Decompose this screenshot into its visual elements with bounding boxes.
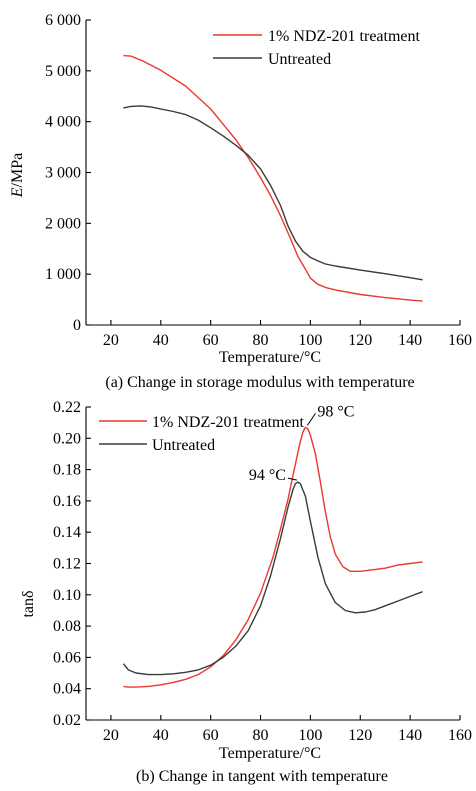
y-tick-label: 0.18	[53, 462, 81, 479]
panel-a-caption: (a) Change in storage modulus with tempe…	[105, 374, 414, 391]
y-tick-label: 0.22	[53, 399, 81, 416]
x-tick-label: 80	[253, 332, 269, 349]
peak-annotation-label: 98 °C	[317, 403, 354, 420]
panel-a-axes: 20 40 60 80 100 120 140 160 0 1 000 2 000 3 000 4 00…	[45, 12, 472, 349]
panel-a-lines	[123, 54, 423, 302]
x-tick-label: 80	[253, 727, 269, 744]
panel-a-y-axis-label: E/MPa	[9, 153, 26, 198]
legend-label-ndz-201: 1% NDZ-201 treatment	[268, 28, 421, 45]
y-tick-label: 2 000	[45, 215, 81, 232]
legend-label-ndz-201: 1% NDZ-201 treatment	[152, 414, 305, 431]
y-tick-label: 4 000	[45, 114, 81, 131]
y-tick-label: 0.08	[53, 618, 81, 635]
x-tick-label: 40	[153, 727, 169, 744]
x-tick-label: 140	[398, 727, 422, 744]
panel-a-x-axis-label: Temperature/°C	[219, 349, 321, 366]
x-tick-label: 60	[203, 332, 219, 349]
x-tick-label: 160	[448, 727, 472, 744]
x-tick-label: 120	[348, 727, 372, 744]
panel-b-legend: 1% NDZ-201 treatment Untreated	[99, 414, 305, 454]
panel-b-series-ndz-201-line	[123, 426, 423, 688]
x-tick-label: 100	[298, 332, 322, 349]
x-tick-label: 100	[298, 727, 322, 744]
panel-a-series-ndz-201-line	[123, 54, 423, 302]
y-tick-label: 1 000	[45, 266, 81, 283]
panel-a-y-axis-label-unit: /MPa	[9, 153, 26, 188]
panel-b-lines	[122, 426, 423, 688]
panel-b-annotations: 98 °C 94 °C	[249, 403, 355, 484]
panel-b-caption: (b) Change in tangent with temperature	[136, 768, 388, 785]
panel-b-series-untreated-line	[122, 481, 423, 676]
legend-label-untreated: Untreated	[152, 437, 215, 454]
y-tick-label: 0.14	[53, 524, 81, 541]
y-tick-label: 0.20	[53, 430, 81, 447]
panel-a-legend: 1% NDZ-201 treatment Untreated	[213, 28, 421, 68]
panel-a-storage-modulus: 20 40 60 80 100 120 140 160 0 1 000 2 000 3 000 4 00…	[9, 12, 472, 391]
x-tick-label: 40	[153, 332, 169, 349]
peak-annotation-leader	[306, 413, 316, 426]
y-tick-label: 0.12	[53, 556, 81, 573]
panel-b-y-axis-label: tanδ	[20, 590, 37, 617]
x-tick-label: 20	[103, 727, 119, 744]
y-tick-label: 0.06	[53, 649, 81, 666]
x-tick-label: 140	[398, 332, 422, 349]
x-tick-label: 120	[348, 332, 372, 349]
peak-annotation-label: 94 °C	[249, 467, 286, 484]
y-tick-label: 0.16	[53, 493, 81, 510]
peak-annotation-leader	[287, 477, 298, 481]
legend-label-untreated: Untreated	[268, 51, 331, 68]
panel-b-axes: 20 40 60 80 100 120 140 160 0.02 0.04 0.06 0.08 0.10…	[53, 399, 472, 744]
y-tick-label: 5 000	[45, 63, 81, 80]
y-tick-label: 3 000	[45, 165, 81, 182]
panel-a-series-untreated-line	[123, 105, 423, 281]
x-tick-label: 60	[203, 727, 219, 744]
x-tick-label: 20	[103, 332, 119, 349]
x-tick-label: 160	[448, 332, 472, 349]
y-tick-label: 0	[73, 317, 81, 334]
y-tick-label: 0.04	[53, 681, 81, 698]
y-tick-label: 0.10	[53, 587, 81, 604]
panel-b-tangent: 20 40 60 80 100 120 140 160 0.02 0.04 0.06 0.08 0.10…	[20, 399, 472, 785]
y-tick-label: 0.02	[53, 712, 81, 729]
panel-b-x-axis-label: Temperature/°C	[219, 745, 321, 762]
panel-a-y-axis-label-symbol: E	[9, 187, 26, 198]
y-tick-label: 6 000	[45, 12, 81, 29]
